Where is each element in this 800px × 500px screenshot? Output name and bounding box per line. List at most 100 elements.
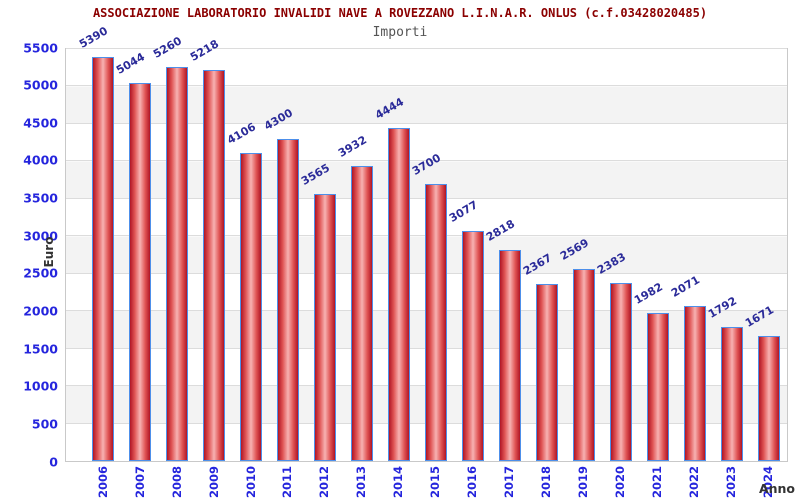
bar (277, 138, 300, 461)
bar-slot: 5044 (114, 49, 159, 461)
bar-slot: 2383 (595, 49, 639, 461)
x-tick-label-text: 2009 (206, 466, 221, 499)
bar (646, 312, 669, 461)
x-tick-label: 2013 (344, 466, 381, 500)
gridline (66, 160, 787, 162)
x-tick-label: 2008 (159, 466, 196, 500)
y-tick-label: 5000 (23, 77, 58, 93)
x-tick-label-text: 2019 (576, 466, 591, 499)
x-tick-label-text: 2023 (723, 466, 738, 499)
x-axis-title: Anno (758, 481, 795, 496)
x-tick-label-text: 2007 (132, 466, 147, 499)
x-tick-label: 2011 (270, 466, 307, 500)
bar (462, 230, 484, 461)
bar-slot: 2569 (558, 49, 602, 461)
x-tick-label-text: 2012 (317, 466, 332, 499)
x-tick-label-text: 2010 (243, 466, 258, 499)
bar-slot: 4106 (225, 49, 270, 461)
x-tick-label-text: 2020 (613, 466, 628, 499)
y-tick-label: 3000 (23, 227, 58, 243)
x-tick-label: 2018 (528, 466, 565, 500)
bar (683, 305, 706, 461)
bar (498, 249, 521, 461)
x-tick-label: 2016 (455, 466, 492, 500)
bar-value-label: 5218 (188, 37, 222, 64)
x-tick-label: 2022 (676, 466, 713, 500)
y-tick-label: 1000 (23, 378, 58, 394)
bar-slot: 4300 (262, 49, 307, 461)
x-tick-label-text: 2018 (539, 466, 554, 499)
bar (203, 70, 226, 461)
bar (314, 193, 337, 461)
x-tick-label-text: 2017 (502, 466, 517, 499)
bar (129, 83, 152, 461)
x-tick-label-text: 2021 (650, 466, 665, 499)
bar-slot: 3932 (336, 49, 381, 461)
plot-area: 5390 5044 5260 5218 4106 4300 3565 3932 4444 3700… (65, 25, 788, 462)
x-tick-label: 2012 (307, 466, 344, 500)
bar-slot: 5390 (77, 25, 122, 461)
x-tick-label-text: 2015 (428, 466, 443, 499)
gridline (66, 85, 787, 87)
bar (535, 283, 558, 461)
y-axis-title: Euro (42, 236, 56, 268)
x-tick-label-text: 2013 (354, 466, 369, 499)
x-tick-label: 2017 (491, 466, 528, 500)
bar-slot: 3077 (447, 49, 492, 461)
bar (720, 326, 743, 461)
y-tick-label: 0 (49, 453, 58, 469)
x-tick-label: 2019 (565, 466, 602, 500)
bar (166, 66, 189, 461)
x-tick-label: 2014 (381, 466, 418, 500)
x-tick-label: 2009 (196, 466, 233, 500)
x-tick-label-text: 2022 (686, 466, 701, 499)
x-tick-label-text: 2006 (95, 466, 110, 499)
bar-slot: 3700 (410, 49, 455, 461)
x-tick-label-text: 2014 (391, 466, 406, 499)
gridline (66, 48, 787, 49)
bar-slot: 3565 (299, 49, 344, 461)
bar-slot: 1671 (743, 49, 787, 461)
y-tick-label: 4000 (23, 152, 58, 168)
y-tick-label: 3500 (23, 190, 58, 206)
x-tick-label-text: 2008 (169, 466, 184, 499)
bars-row: 5390 5044 5260 5218 4106 4300 3565 3932 4444 3700… (77, 25, 787, 461)
x-tick-label-text: 2016 (465, 466, 480, 499)
chart-title: ASSOCIAZIONE LABORATORIO INVALIDI NAVE A… (92, 6, 708, 20)
x-tick-label: 2015 (418, 466, 455, 500)
bar-slot: 5260 (151, 34, 196, 461)
bar (351, 166, 374, 461)
x-tick-label: 2020 (602, 466, 639, 500)
y-tick-label: 500 (31, 416, 58, 432)
gridline (66, 122, 787, 124)
y-tick-label: 1500 (23, 340, 58, 356)
bar (92, 57, 115, 461)
y-tick-label: 2500 (23, 265, 58, 281)
bar-slot: 1792 (706, 49, 750, 461)
bar (425, 183, 448, 461)
bar (388, 128, 411, 461)
x-tick-label: 2010 (233, 466, 270, 500)
y-tick-label: 5500 (23, 39, 58, 55)
y-tick-label: 2000 (23, 303, 58, 319)
y-tick-label: 4500 (23, 115, 58, 131)
bar-slot: 2367 (521, 49, 565, 461)
x-tick-label: 2021 (639, 466, 676, 500)
bar-slot: 5218 (188, 37, 233, 461)
chart-subtitle: Importi (372, 25, 428, 40)
x-axis: 2006 2007 2008 2009 2010 2011 2012 2013 2014 2015… (85, 466, 787, 500)
bar (757, 335, 780, 461)
bar-slot: 2071 (669, 49, 713, 461)
bar-slot: 2818 (484, 49, 528, 461)
bar (609, 282, 632, 461)
y-axis: 0 500 1000 1500 2000 2500 3000 3500 4000 4500 5000… (0, 41, 60, 467)
bar-slot: 1982 (632, 49, 676, 461)
bar-slot: 4444 (373, 49, 418, 461)
x-tick-label-text: 2011 (280, 466, 295, 499)
x-tick-label: 2007 (122, 466, 159, 500)
x-tick-label: 2006 (85, 466, 122, 500)
bar (572, 268, 595, 461)
bar (240, 153, 263, 461)
x-tick-label: 2023 (713, 466, 750, 500)
